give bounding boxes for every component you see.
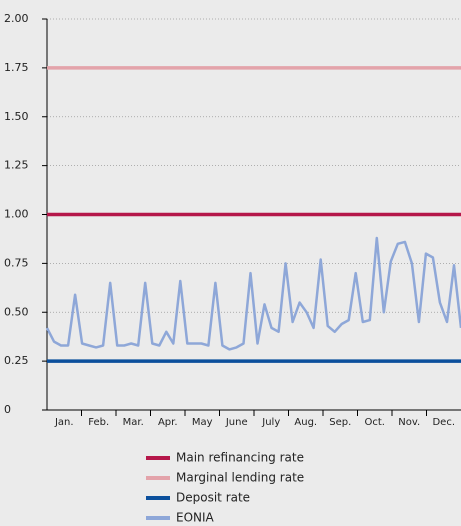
x-tick-label: Oct. xyxy=(365,417,385,428)
x-tick-label: May xyxy=(192,417,213,428)
y-tick-label: 0.50 xyxy=(4,305,29,318)
y-tick-label: 0.75 xyxy=(4,256,29,269)
legend-label: Main refinancing rate xyxy=(176,451,304,465)
x-tick-label: Nov. xyxy=(398,417,420,428)
legend-label: EONIA xyxy=(176,511,215,525)
y-tick-label: 0.25 xyxy=(4,354,29,367)
x-tick-label: Aug. xyxy=(294,417,317,428)
x-tick-label: Dec. xyxy=(432,417,455,428)
legend-label: Marginal lending rate xyxy=(176,471,304,485)
legend-label: Deposit rate xyxy=(176,491,250,505)
x-tick-label: Apr. xyxy=(158,417,178,428)
series-line xyxy=(45,236,461,351)
y-tick-label: 1.75 xyxy=(4,61,29,74)
x-tick-label: Feb. xyxy=(88,417,109,428)
x-tick-label: July xyxy=(261,417,280,428)
y-tick-label: 1.00 xyxy=(4,208,29,221)
y-tick-label: 2.00 xyxy=(4,12,29,25)
y-tick-label: 0 xyxy=(4,403,11,416)
x-tick-label: Sep. xyxy=(329,417,351,428)
y-tick-label: 1.25 xyxy=(4,159,29,172)
x-tick-label: June xyxy=(225,417,248,428)
x-tick-label: Jan. xyxy=(54,417,74,428)
x-tick-label: Mar. xyxy=(123,417,144,428)
y-tick-label: 1.50 xyxy=(4,110,29,123)
